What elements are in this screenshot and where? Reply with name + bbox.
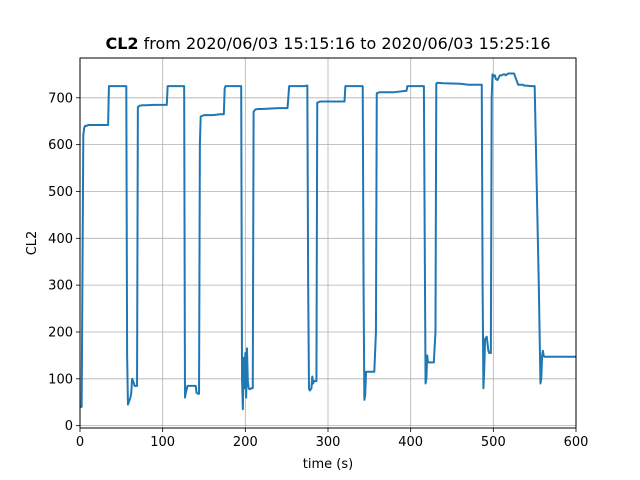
- y-tick-label: 500: [48, 185, 73, 200]
- x-axis-label: time (s): [303, 457, 353, 472]
- series-line: [80, 72, 576, 411]
- x-tick-label: 400: [398, 435, 423, 450]
- x-tick-label: 300: [316, 435, 341, 450]
- series-layer: [80, 72, 576, 411]
- grid: [79, 58, 577, 428]
- x-tick-label: 200: [233, 435, 258, 450]
- x-tick-label: 500: [481, 435, 506, 450]
- ticks: 0 100 200 300 400 500 600 0 100 200 300 400 500 600 70…: [48, 91, 588, 450]
- y-tick-label: 0: [65, 419, 73, 434]
- chart-title-bold: CL2: [105, 34, 138, 53]
- y-tick-label: 100: [48, 372, 73, 387]
- y-tick-label: 700: [48, 91, 73, 106]
- y-tick-label: 300: [48, 279, 73, 294]
- x-tick-label: 600: [564, 435, 589, 450]
- chart-title-rest: from 2020/06/03 15:15:16 to 2020/06/03 1…: [139, 34, 551, 53]
- y-tick-label: 600: [48, 138, 73, 153]
- y-axis-label: CL2: [25, 231, 40, 256]
- y-tick-label: 400: [48, 232, 73, 247]
- y-tick-label: 200: [48, 325, 73, 340]
- x-tick-label: 100: [150, 435, 175, 450]
- chart-title: CL2 from 2020/06/03 15:15:16 to 2020/06/…: [105, 34, 550, 53]
- x-tick-label: 0: [76, 435, 84, 450]
